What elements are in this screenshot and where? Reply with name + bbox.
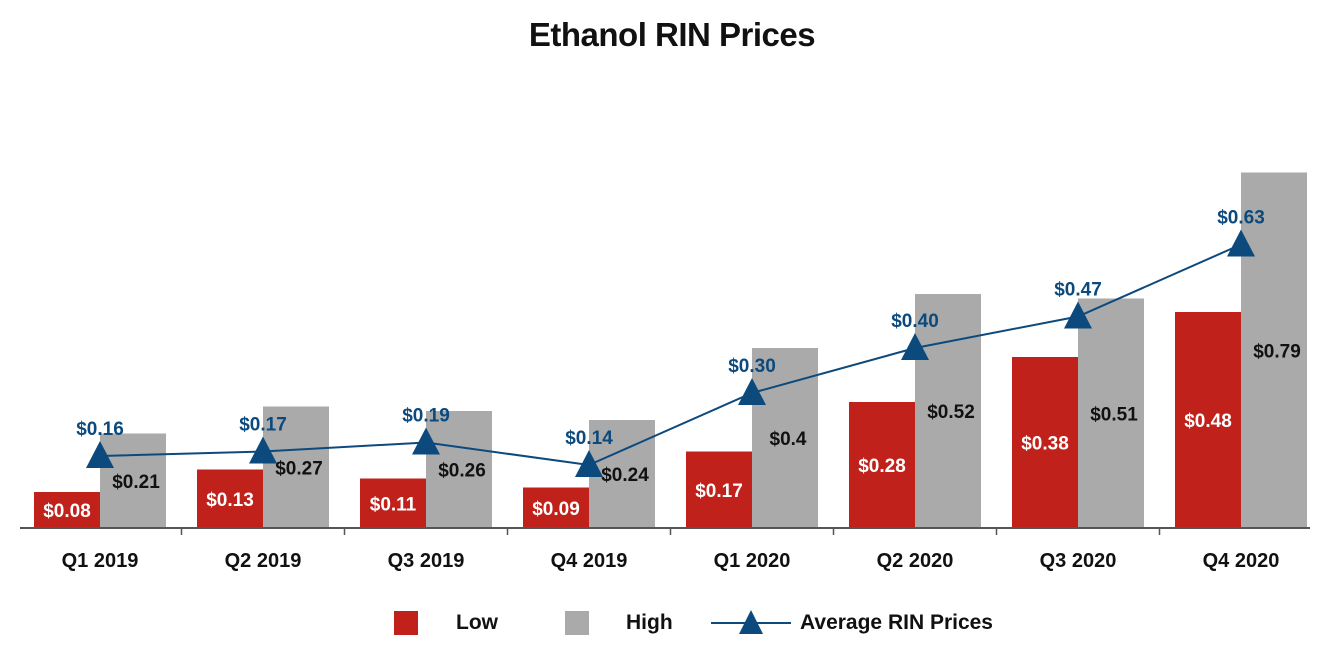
data-label-high-3: $0.24 xyxy=(601,465,649,486)
legend-item-high: High xyxy=(565,607,673,639)
bar-high-0 xyxy=(100,433,166,528)
bar-low-0 xyxy=(34,492,100,528)
data-label-high-4: $0.4 xyxy=(770,429,807,450)
bar-high-6 xyxy=(1078,298,1144,528)
x-tick-label-6: Q3 2020 xyxy=(1040,550,1117,572)
data-label-low-3: $0.09 xyxy=(532,499,580,520)
marker-average-2 xyxy=(412,427,440,455)
data-label-high-1: $0.27 xyxy=(275,458,323,479)
data-label-average-2: $0.19 xyxy=(402,406,450,427)
data-label-low-4: $0.17 xyxy=(695,481,743,502)
data-label-low-1: $0.13 xyxy=(206,490,254,511)
data-label-low-5: $0.28 xyxy=(858,456,906,477)
data-label-low-0: $0.08 xyxy=(43,501,91,522)
legend-item-low: Low xyxy=(394,607,498,639)
marker-average-7 xyxy=(1227,229,1255,257)
bar-low-6 xyxy=(1012,357,1078,528)
marker-average-3 xyxy=(575,450,603,477)
data-label-average-4: $0.30 xyxy=(728,356,776,377)
legend-label-high: High xyxy=(626,611,673,634)
data-label-low-2: $0.11 xyxy=(370,494,417,515)
bar-low-4 xyxy=(686,451,752,528)
data-label-low-6: $0.38 xyxy=(1021,434,1069,455)
bar-low-3 xyxy=(523,487,589,528)
marker-average-1 xyxy=(249,436,277,464)
x-tick-label-1: Q2 2019 xyxy=(225,550,302,572)
legend-label-low: Low xyxy=(456,611,498,634)
bar-low-5 xyxy=(849,402,915,528)
bar-low-1 xyxy=(197,469,263,528)
data-label-low-7: $0.48 xyxy=(1184,411,1232,432)
data-label-high-5: $0.52 xyxy=(927,402,975,423)
x-tick-label-3: Q4 2019 xyxy=(551,550,628,572)
bar-high-1 xyxy=(263,406,329,528)
data-label-average-1: $0.17 xyxy=(239,415,287,436)
bar-high-7 xyxy=(1241,172,1307,528)
x-tick-label-2: Q3 2019 xyxy=(388,550,465,572)
legend-swatch-low xyxy=(394,611,418,635)
data-label-high-6: $0.51 xyxy=(1090,404,1138,425)
data-label-high-7: $0.79 xyxy=(1253,341,1301,362)
x-tick-label-5: Q2 2020 xyxy=(877,550,954,572)
x-tick-label-7: Q4 2020 xyxy=(1203,550,1280,572)
data-label-average-5: $0.40 xyxy=(891,311,939,332)
marker-average-0 xyxy=(86,441,114,468)
legend-marker-average xyxy=(711,610,791,634)
bar-low-7 xyxy=(1175,312,1241,528)
marker-average-6 xyxy=(1064,301,1092,329)
data-label-average-6: $0.47 xyxy=(1054,280,1102,301)
bar-high-2 xyxy=(426,411,492,528)
x-tick-label-0: Q1 2019 xyxy=(62,550,139,572)
bar-high-5 xyxy=(915,294,981,528)
legend-label-average: Average RIN Prices xyxy=(800,611,993,634)
data-label-high-0: $0.21 xyxy=(112,472,160,493)
legend-item-average: Average RIN Prices xyxy=(711,607,993,639)
data-label-average-7: $0.63 xyxy=(1217,208,1265,229)
bar-low-2 xyxy=(360,478,426,528)
chart-title: Ethanol RIN Prices xyxy=(528,16,816,53)
data-label-average-0: $0.16 xyxy=(76,419,124,440)
line-average xyxy=(99,243,1242,467)
data-label-average-3: $0.14 xyxy=(565,428,613,449)
data-label-high-2: $0.26 xyxy=(438,461,486,482)
x-tick-label-4: Q1 2020 xyxy=(714,550,791,572)
marker-average-4 xyxy=(738,378,766,405)
marker-average-5 xyxy=(901,333,929,360)
legend-swatch-high xyxy=(565,611,589,635)
